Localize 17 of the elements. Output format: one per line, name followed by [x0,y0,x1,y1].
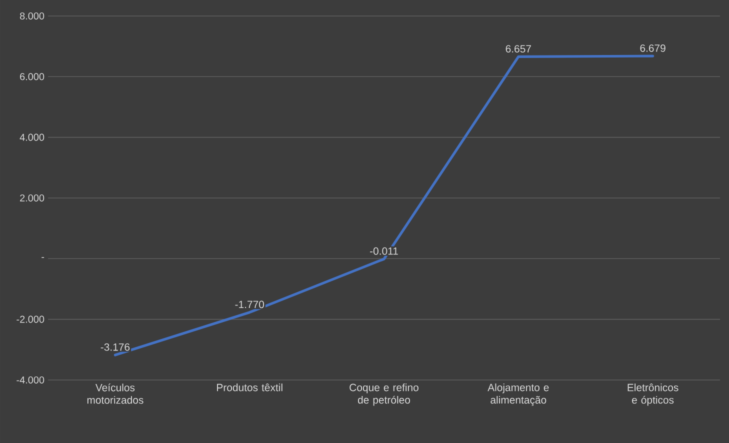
y-tick-label: 2.000 [20,194,44,202]
y-tick-label: 8.000 [20,12,44,20]
data-label: 6.679 [640,44,666,52]
data-label: 6.657 [506,45,531,53]
y-tick-label: -2.000 [16,316,44,323]
data-label: -0.011 [370,247,398,255]
y-tick-label: - [42,257,44,258]
data-label: -1.770 [235,300,264,308]
y-tick-label: 6.000 [20,73,44,80]
y-tick-label: -4.000 [16,376,44,384]
y-tick-label: 4.000 [20,134,44,141]
x-tick-label: Veículos motorizados [87,384,144,404]
x-tick-label: Produtos têxtil [217,384,282,392]
x-tick-label: Eletrônicos e ópticos [628,384,678,406]
data-label: -3.176 [100,343,130,351]
x-tick-label: Alojamento e alimentação [488,384,549,406]
x-tick-label: Coque e refino de petróleo [350,384,418,406]
